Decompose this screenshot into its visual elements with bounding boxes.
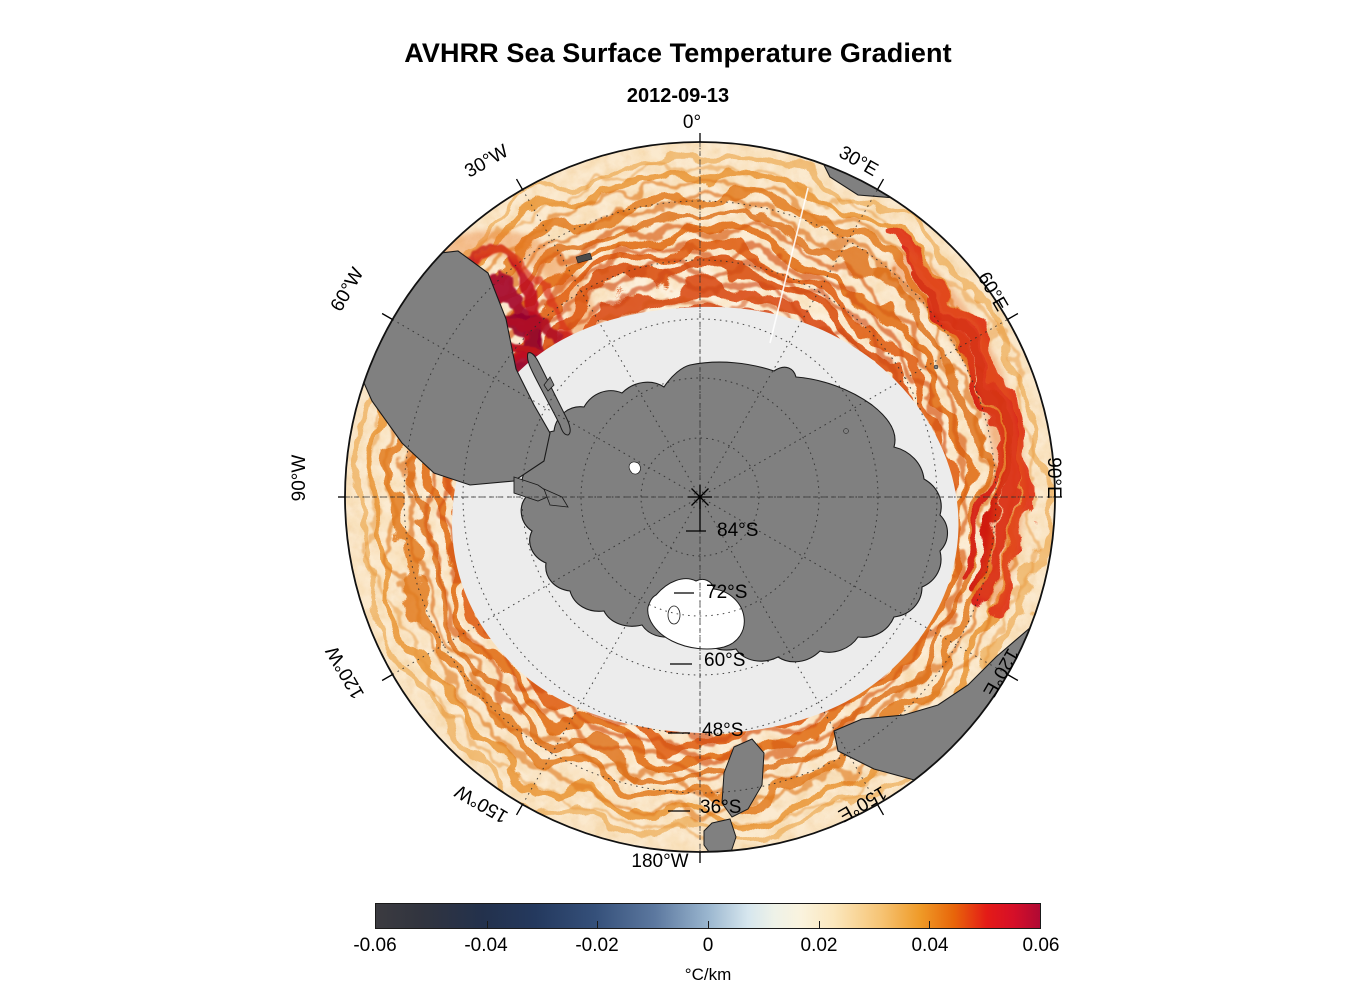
colorbar-tick-label: 0.06 (1022, 935, 1060, 956)
latitude-label: 36°S (700, 797, 742, 818)
polar-map-panel[interactable]: 0° 30°E 60°E 90°E 120°E 150°E 180°W 150°W 120°W 9… (289, 112, 1064, 872)
latitude-label: 48°S (702, 720, 744, 741)
polar-stereographic-map[interactable] (338, 133, 1062, 863)
south-pole-marker (688, 485, 712, 531)
longitude-ticks (338, 133, 1062, 863)
latitude-label: 84°S (717, 520, 759, 541)
colorbar-tick-label: -0.06 (353, 935, 397, 956)
satellite-swath-seam (769, 187, 809, 344)
colorbar-tick (597, 921, 599, 928)
colorbar-tick-label: -0.02 (575, 935, 619, 956)
colorbar-tick (929, 921, 931, 928)
page-title: AVHRR Sea Surface Temperature Gradient (404, 38, 952, 68)
figure-subtitle-date: 2012-09-13 (626, 85, 730, 107)
longitude-label: 90°E (1043, 457, 1064, 499)
colorbar-tick-label: 0.02 (800, 935, 838, 956)
longitude-label: 0° (682, 112, 702, 133)
colorbar-tick-label: -0.04 (464, 935, 508, 956)
colorbar-unit-label: °C/km (684, 965, 732, 984)
colorbar-tick (708, 921, 709, 928)
colorbar[interactable]: -0.06 -0.04 -0.02 0 0.02 0.04 0.06 °C/km (353, 903, 1059, 984)
longitude-label: 180°W (631, 851, 689, 872)
colorbar-tick (486, 921, 488, 928)
latitude-ticks (668, 530, 706, 812)
colorbar-gradient[interactable] (375, 903, 1041, 929)
small-islands (575, 252, 939, 434)
antarctica-landmass (520, 352, 949, 663)
sst-gradient-raster (345, 142, 1055, 852)
longitude-label: 90°W (289, 454, 310, 502)
colorbar-tick-label: 0.04 (911, 935, 949, 956)
colorbar-tick-label: 0 (702, 935, 714, 956)
latitude-label: 60°S (704, 650, 746, 671)
latitude-label: 72°S (706, 582, 748, 603)
colorbar-tick (818, 921, 820, 928)
new-zealand-landmass (703, 738, 765, 852)
